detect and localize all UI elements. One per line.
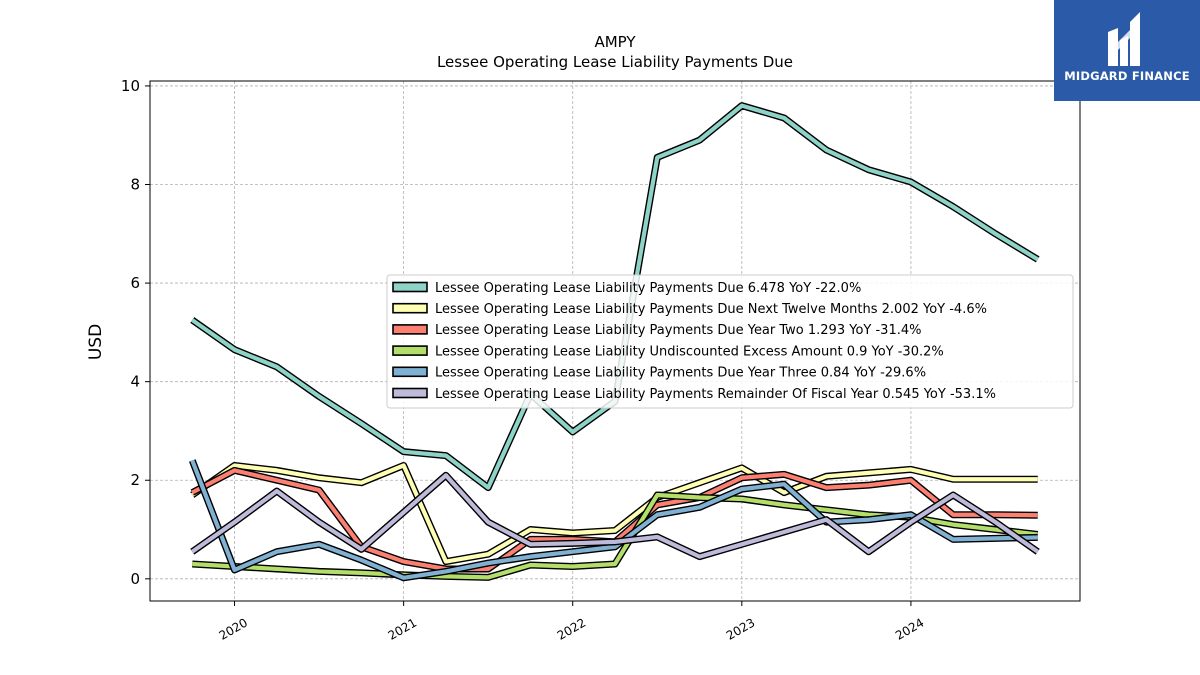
legend-swatch: [392, 345, 428, 356]
plot-frame: [149, 80, 1081, 602]
x-tick-label: 2024: [893, 615, 926, 642]
legend-swatch: [392, 281, 428, 293]
legend: Lessee Operating Lease Liability Payment…: [386, 274, 1074, 409]
chart-title: AMPY: [594, 33, 636, 51]
brand-mark-icon: [1108, 12, 1140, 66]
legend-label: Lessee Operating Lease Liability Payment…: [435, 281, 861, 296]
legend-label: Lessee Operating Lease Liability Payment…: [435, 323, 921, 338]
legend-label: Lessee Operating Lease Liability Payment…: [435, 387, 996, 402]
brand-name: MIDGARD FINANCE: [1064, 69, 1190, 83]
x-tick-label: 2023: [724, 615, 757, 642]
legend-swatch: [392, 366, 428, 378]
y-tick-label: 2: [130, 471, 140, 489]
y-tick-label: 8: [130, 176, 140, 194]
y-tick-label: 0: [130, 570, 140, 588]
x-tick-label: 2020: [217, 615, 250, 642]
y-tick-label: 10: [121, 77, 140, 95]
legend-swatch: [392, 324, 428, 335]
y-axis-label: USD: [86, 324, 106, 360]
series-line-2: [191, 463, 1038, 564]
brand-logo: MIDGARD FINANCE: [1054, 0, 1200, 101]
series-line-5: [190, 459, 1038, 580]
legend-box: [386, 274, 1074, 409]
chart-subtitle: Lessee Operating Lease Liability Payment…: [437, 53, 793, 71]
series-line-6: [191, 473, 1039, 559]
x-tick-label: 2022: [555, 615, 588, 642]
y-tick-label: 4: [130, 373, 140, 391]
legend-swatch: [392, 302, 428, 314]
legend-swatch: [392, 387, 428, 399]
y-tick-label: 6: [130, 274, 140, 292]
legend-label: Lessee Operating Lease Liability Undisco…: [435, 344, 944, 359]
legend-label: Lessee Operating Lease Liability Payment…: [435, 366, 926, 381]
legend-label: Lessee Operating Lease Liability Payment…: [435, 302, 987, 317]
x-tick-label: 2021: [386, 615, 419, 642]
